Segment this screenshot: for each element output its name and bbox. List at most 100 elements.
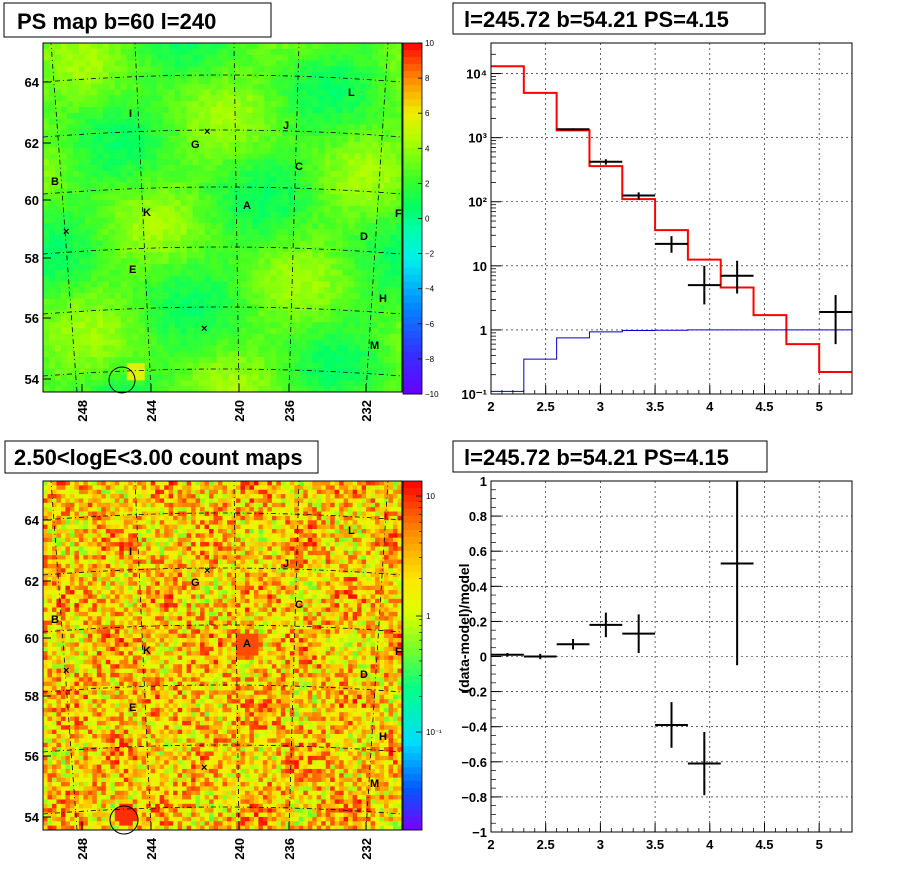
heatmap-cell — [43, 258, 50, 265]
heatmap-cell — [324, 234, 331, 242]
heatmap-cell — [312, 60, 319, 67]
heatmap-cell — [294, 351, 301, 358]
heatmap-cell — [318, 281, 325, 288]
heatmap-cell — [60, 655, 66, 661]
heatmap-cell — [150, 60, 157, 67]
heatmap-cell — [74, 720, 80, 726]
heatmap-cell — [210, 234, 217, 242]
heatmap-cell — [56, 712, 62, 717]
heatmap-cell — [222, 165, 229, 172]
heatmap-cell — [108, 386, 116, 393]
heatmap-cell — [65, 559, 71, 565]
heatmap-cell — [66, 246, 74, 253]
heatmap-cell — [264, 89, 271, 96]
heatmap-cell — [174, 89, 181, 96]
heatmap-cell — [222, 211, 229, 218]
heatmap-cell — [324, 217, 331, 224]
heatmap-cell — [216, 351, 223, 358]
heatmap-cell — [43, 234, 50, 242]
heatmap-cell — [360, 124, 367, 131]
heatmap-cell — [312, 316, 319, 323]
heatmap-cell — [120, 66, 128, 73]
heatmap-cell — [300, 345, 307, 352]
y-tick-label: 64 — [25, 75, 40, 90]
heatmap-cell — [306, 281, 313, 288]
heatmap-cell — [74, 773, 80, 778]
heatmap-cell — [240, 60, 247, 67]
heatmap-cell — [56, 607, 62, 613]
heatmap-cell — [192, 362, 199, 370]
heatmap-cell — [192, 252, 199, 259]
heatmap-cell — [78, 651, 84, 656]
heatmap-cell — [96, 533, 102, 539]
heatmap-cell — [43, 768, 48, 774]
heatmap-cell — [342, 118, 349, 125]
heatmap-cell — [264, 159, 271, 166]
heatmap-cell — [360, 229, 367, 236]
heatmap-cell — [43, 264, 50, 271]
heatmap-cell — [78, 624, 84, 630]
heatmap-cell — [264, 234, 271, 242]
heatmap-cell — [234, 362, 241, 370]
heatmap-cell — [156, 54, 163, 61]
heatmap-cell — [186, 136, 193, 143]
heatmap-cell — [101, 808, 107, 813]
heatmap-cell — [222, 223, 229, 230]
spectrum-title: l=245.72 b=54.21 PS=4.15 — [464, 7, 729, 32]
heatmap-cell — [96, 357, 104, 364]
heatmap-cell — [156, 66, 163, 73]
heatmap-cell — [234, 380, 241, 387]
heatmap-cell — [396, 217, 403, 224]
colorbar-swatch — [403, 372, 422, 381]
heatmap-cell — [132, 188, 140, 195]
heatmap-cell — [234, 298, 241, 306]
heatmap-cell — [282, 298, 289, 306]
heatmap-cell — [330, 170, 337, 178]
heatmap-cell — [96, 124, 104, 131]
heatmap-cell — [48, 194, 56, 201]
heatmap-cell — [264, 351, 271, 358]
heatmap-cell — [222, 124, 229, 131]
heatmap-cell — [258, 298, 265, 306]
heatmap-cell — [288, 293, 295, 300]
heatmap-cell — [144, 223, 151, 230]
heatmap-cell — [378, 269, 385, 276]
heatmap-cell — [90, 182, 98, 189]
heatmap-cell — [65, 799, 71, 805]
heatmap-cell — [378, 240, 385, 247]
heatmap-cell — [47, 633, 53, 639]
heatmap-cell — [84, 72, 92, 79]
heatmap-cell — [186, 316, 193, 323]
heatmap-cell — [96, 725, 102, 730]
heatmap-cell — [60, 43, 68, 50]
heatmap-cell — [56, 646, 62, 652]
heatmap-cell — [47, 738, 53, 744]
heatmap-cell — [60, 629, 66, 634]
heatmap-cell — [54, 362, 62, 370]
heatmap-cell — [186, 217, 193, 224]
heatmap-cell — [102, 275, 110, 282]
heatmap-cell — [90, 362, 98, 370]
heatmap-cell — [336, 281, 343, 288]
heatmap-cell — [138, 316, 146, 323]
heatmap-cell — [47, 494, 53, 499]
heatmap-cell — [96, 136, 104, 143]
heatmap-cell — [252, 374, 259, 381]
heatmap-cell — [83, 786, 89, 792]
background-step-line — [491, 329, 852, 392]
heatmap-cell — [150, 275, 157, 282]
heatmap-cell — [108, 240, 116, 247]
heatmap-cell — [74, 821, 80, 826]
heatmap-cell — [87, 703, 93, 709]
heatmap-cell — [72, 205, 80, 212]
colorbar-tick-label: −8 — [425, 355, 435, 364]
heatmap-cell — [56, 515, 62, 521]
heatmap-cell — [60, 603, 66, 608]
heatmap-cell — [204, 229, 211, 236]
heatmap-cell — [366, 298, 373, 306]
heatmap-cell — [288, 258, 295, 265]
heatmap-cell — [138, 147, 146, 154]
heatmap-cell — [180, 246, 187, 253]
heatmap-cell — [234, 223, 241, 230]
heatmap-cell — [168, 322, 175, 329]
